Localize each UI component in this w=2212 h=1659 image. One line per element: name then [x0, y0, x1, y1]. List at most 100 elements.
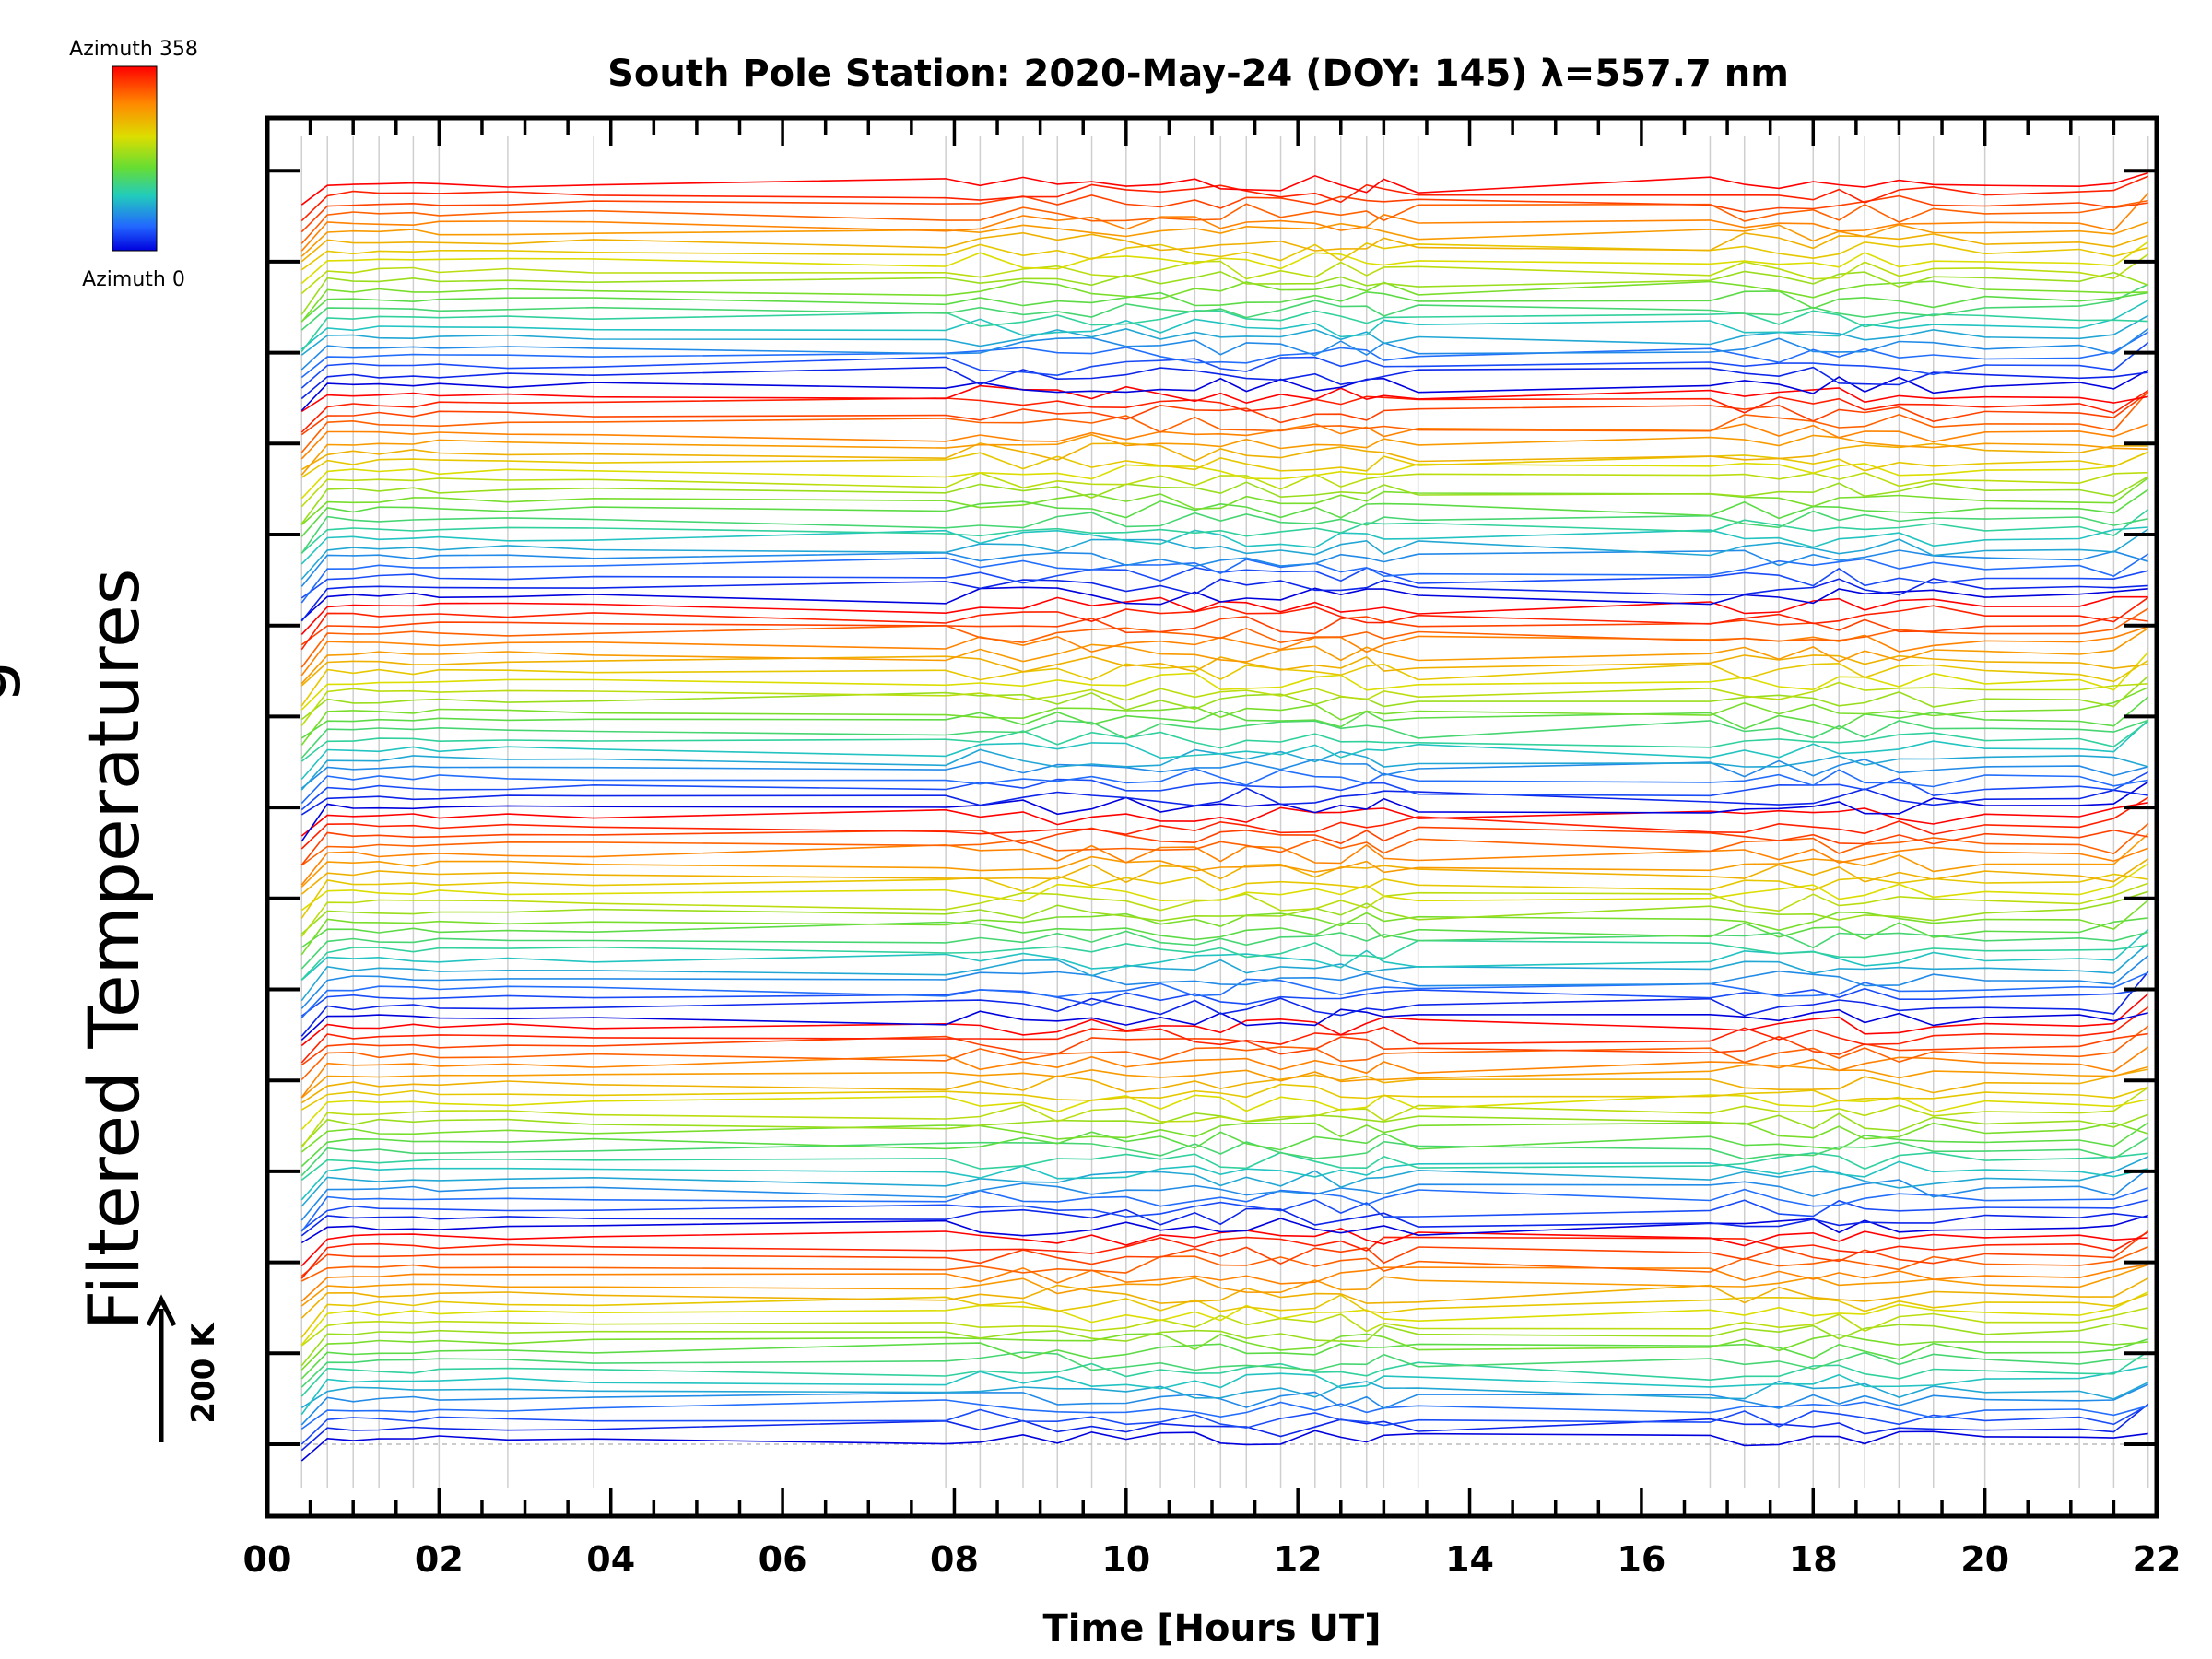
- trace-g5-15: [300, 231, 2148, 263]
- trace-g1-4: [300, 1168, 2149, 1221]
- trace-g0-12: [300, 1307, 2148, 1347]
- trace-g3-17: [300, 626, 2148, 677]
- trace-g3-5: [300, 748, 2148, 791]
- trace-g0-9: [300, 1338, 2148, 1380]
- trace-g4-9: [300, 488, 2149, 537]
- trace-g0-1: [300, 1403, 2149, 1452]
- trace-g2-11: [300, 890, 2148, 935]
- trace-g3-19: [300, 616, 2148, 646]
- trace-g2-8: [300, 930, 2148, 970]
- trace-g4-15: [300, 442, 2148, 471]
- y-axis-label-partial: g: [0, 660, 22, 704]
- trace-g1-18: [300, 1025, 2149, 1081]
- trace-g5-7: [300, 310, 2148, 352]
- trace-g3-0: [300, 781, 2149, 842]
- trace-g5-5: [300, 314, 2149, 356]
- trace-g2-20: [300, 796, 2149, 850]
- trace-g4-19: [300, 392, 2149, 436]
- trace-g3-11: [300, 676, 2149, 721]
- trace-g2-3: [300, 971, 2149, 1018]
- x-tick-label-08: 08: [930, 1539, 979, 1580]
- trace-g5-11: [300, 270, 2148, 315]
- trace-g2-17: [300, 843, 2148, 886]
- trace-g1-8: [300, 1136, 2149, 1177]
- trace-g0-13: [300, 1290, 2149, 1346]
- trace-g5-0: [300, 369, 2149, 412]
- trace-g1-9: [300, 1122, 2149, 1168]
- trace-g5-14: [300, 241, 2148, 271]
- trace-g3-20: [300, 596, 2149, 651]
- trace-g4-21: [300, 384, 2148, 413]
- x-tick-label-20: 20: [1960, 1539, 2009, 1580]
- trace-g1-16: [300, 1064, 2148, 1099]
- trace-g4-20: [300, 389, 2149, 433]
- x-tick-label-16: 16: [1617, 1539, 1665, 1580]
- trace-g1-3: [300, 1186, 2148, 1232]
- trace-g5-8: [300, 283, 2149, 331]
- trace-g4-10: [300, 477, 2149, 525]
- trace-g2-1: [300, 971, 2149, 1037]
- trace-g2-21: [300, 802, 2148, 837]
- trace-g0-10: [300, 1333, 2148, 1371]
- trace-g4-7: [300, 509, 2149, 554]
- colorbar-bottom-label: Azimuth 0: [82, 268, 185, 291]
- trace-g2-19: [300, 826, 2148, 865]
- trace-g2-10: [300, 900, 2149, 956]
- trace-g3-18: [300, 607, 2149, 668]
- trace-g3-12: [300, 681, 2148, 726]
- x-tick-label-18: 18: [1789, 1539, 1838, 1580]
- trace-g4-5: [300, 528, 2149, 581]
- trace-g5-4: [300, 327, 2149, 371]
- y-axis-label: Filtered Temperatures: [73, 569, 155, 1331]
- trace-g2-15: [300, 858, 2149, 895]
- trace-g5-12: [300, 253, 2149, 295]
- plot-frame: [265, 115, 2159, 1519]
- trace-g3-13: [300, 652, 2149, 711]
- scale-bar-arrowhead: [146, 1294, 177, 1327]
- trace-g5-10: [300, 280, 2148, 323]
- x-tick-label-00: 00: [243, 1539, 292, 1580]
- trace-g0-8: [300, 1351, 2148, 1388]
- trace-g2-9: [300, 917, 2148, 948]
- trace-g2-12: [300, 882, 2148, 937]
- trace-g2-16: [300, 833, 2149, 888]
- trace-g0-6: [300, 1365, 2148, 1416]
- trace-g0-21: [300, 1228, 2148, 1267]
- trace-g3-8: [300, 719, 2148, 759]
- trace-g3-15: [300, 654, 2148, 687]
- trace-g0-4: [300, 1383, 2149, 1426]
- trace-g3-10: [300, 687, 2149, 746]
- trace-g5-16: [300, 221, 2148, 257]
- trace-g4-4: [300, 549, 2148, 587]
- x-tick-label-10: 10: [1101, 1539, 1150, 1580]
- trace-g4-17: [300, 423, 2148, 460]
- x-tick-label-14: 14: [1445, 1539, 1494, 1580]
- trace-g5-21: [300, 171, 2148, 206]
- trace-g5-13: [300, 241, 2149, 285]
- trace-g4-8: [300, 510, 2148, 554]
- trace-g1-12: [300, 1087, 2149, 1148]
- trace-g1-14: [300, 1083, 2148, 1111]
- x-tick-label-12: 12: [1274, 1539, 1323, 1580]
- trace-g4-18: [300, 391, 2149, 453]
- trace-g5-18: [300, 199, 2148, 244]
- trace-g3-3: [300, 768, 2148, 805]
- trace-g0-14: [300, 1293, 2148, 1338]
- x-tick-label-06: 06: [759, 1539, 807, 1580]
- trace-g0-17: [300, 1264, 2148, 1302]
- x-axis-label: Time [Hours UT]: [1043, 1607, 1382, 1650]
- trace-g3-21: [300, 595, 2148, 635]
- trace-g1-15: [300, 1068, 2148, 1104]
- trace-g0-2: [300, 1404, 2149, 1445]
- trace-g0-0: [300, 1430, 2148, 1462]
- trace-g2-6: [300, 929, 2149, 981]
- x-tick-labels: 00 02 04 06 08 10 12 14 16 18 20 22: [243, 1539, 2182, 1580]
- trace-g0-20: [300, 1231, 2149, 1279]
- trace-g3-9: [300, 696, 2149, 739]
- trace-g5-17: [300, 193, 2149, 252]
- trace-g2-2: [300, 987, 2148, 1018]
- trace-g5-1: [300, 366, 2148, 400]
- trace-g3-7: [300, 721, 2149, 762]
- trace-g1-6: [300, 1160, 2148, 1201]
- trace-g2-14: [300, 873, 2148, 919]
